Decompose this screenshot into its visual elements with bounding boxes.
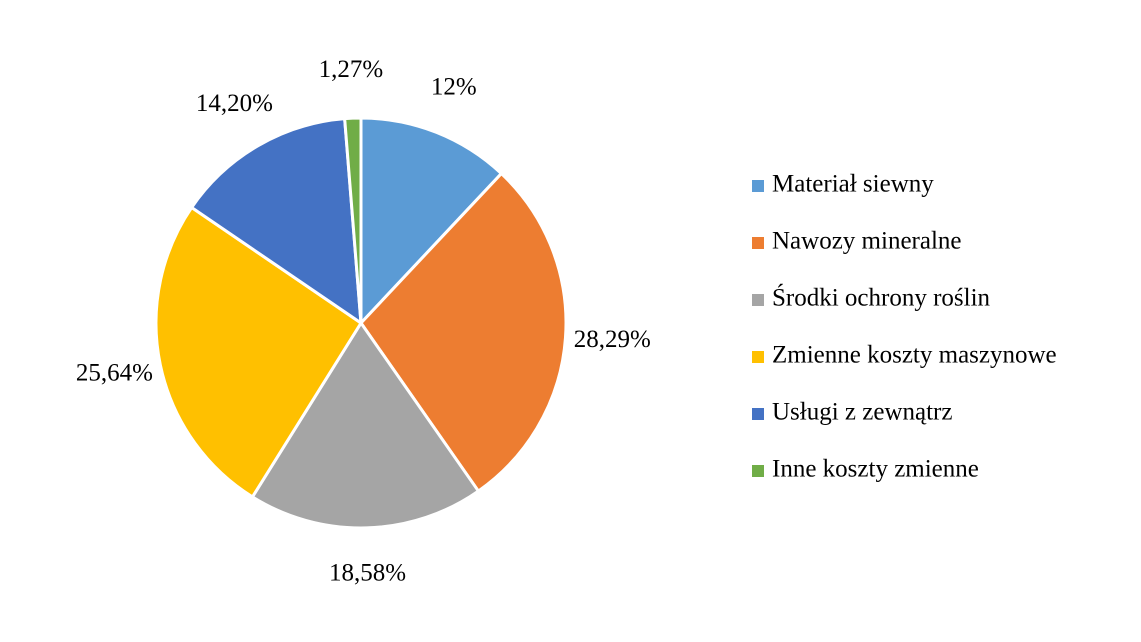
legend-label: Materiał siewny [772, 171, 934, 198]
data-label: 25,64% [76, 360, 153, 387]
data-label: 14,20% [196, 90, 273, 117]
legend-label: Inne koszty zmienne [772, 456, 979, 483]
pie-slice [343, 116, 363, 324]
pie-slice [359, 116, 504, 327]
legend-label: Zmienne koszty maszynowe [772, 342, 1057, 369]
data-label: 18,58% [329, 560, 406, 587]
legend-label: Nawozy mineralne [772, 228, 962, 255]
pie-slice [250, 320, 481, 530]
data-label: 12% [431, 73, 477, 100]
legend-label: Usługi z zewnątrz [772, 399, 952, 426]
legend-swatch [752, 351, 764, 363]
data-label: 28,29% [574, 326, 651, 353]
pie-slice [189, 117, 363, 327]
legend-label: Środki ochrony roślin [772, 284, 991, 312]
legend-swatch [752, 408, 764, 420]
legend-swatch [752, 465, 764, 477]
legend-swatch [752, 237, 764, 249]
pie-slice [359, 171, 568, 494]
data-label: 1,27% [319, 56, 384, 83]
legend-swatch [752, 294, 764, 306]
legend-swatch [752, 180, 764, 192]
pie-slice [154, 205, 364, 499]
